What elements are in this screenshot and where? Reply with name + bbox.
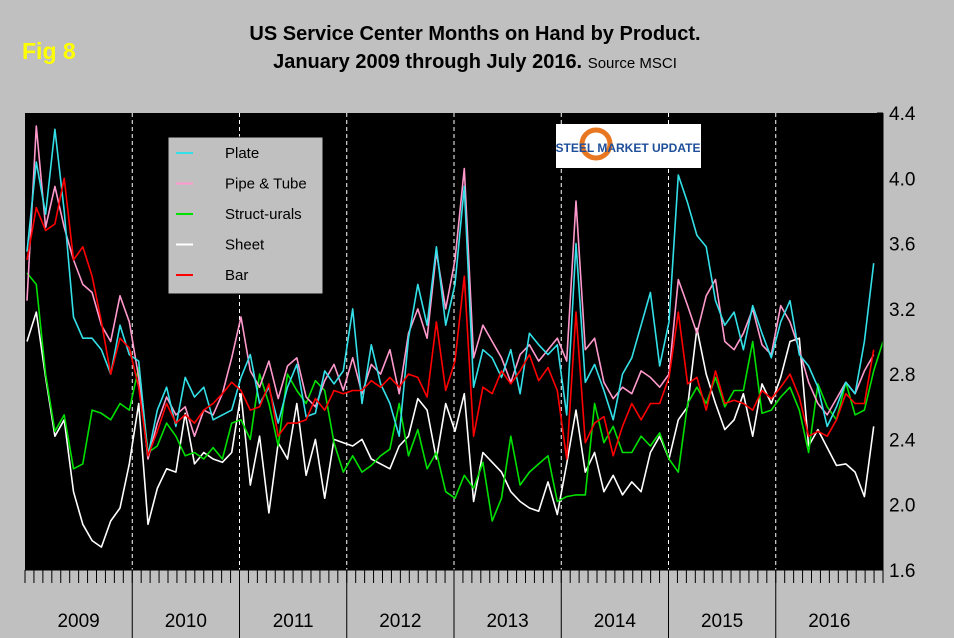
y-tick-label: 2.0 (889, 496, 915, 517)
x-axis: 2009 2010 2011 2012 2013 2014 2015 2016 (24, 569, 884, 638)
y-tick-label: 4.0 (889, 169, 915, 190)
y-tick-label: 3.2 (889, 300, 915, 321)
legend-box (167, 136, 324, 295)
y-tick-label: 3.6 (889, 235, 915, 256)
x-tick-label: 2009 (57, 611, 99, 632)
y-tick-label: 4.4 (889, 104, 916, 125)
x-tick-label: 2010 (165, 611, 207, 632)
steel-market-update-logo: STEEL MARKET UPDATE (556, 124, 701, 168)
chart-source: Source MSCI (587, 55, 677, 72)
legend-label-pipe-tube: Pipe & Tube (225, 176, 307, 193)
y-axis: 1.6 2.0 2.4 2.8 3.2 3.6 4.0 4.4 (877, 104, 916, 582)
y-tick-label: 2.4 (889, 430, 916, 451)
y-tick-label: 2.8 (889, 365, 915, 386)
x-tick-label: 2011 (273, 611, 314, 632)
x-tick-label: 2014 (594, 611, 637, 632)
legend: Plate Pipe & Tube Struct-urals Sheet Bar (167, 136, 324, 295)
x-tick-label: 2015 (701, 611, 743, 632)
chart-title-line2: January 2009 through July 2016. Source M… (150, 48, 800, 78)
chart-title: US Service Center Months on Hand by Prod… (150, 20, 800, 78)
series-line-sheet (26, 311, 875, 548)
x-tick-label: 2012 (379, 611, 421, 632)
legend-label-sheet: Sheet (225, 237, 265, 254)
series-line-struct-urals (26, 272, 884, 522)
series-line-bar (26, 177, 875, 460)
logo-text: STEEL MARKET UPDATE (556, 141, 701, 155)
x-tick-label: 2013 (486, 611, 528, 632)
x-tick-label: 2016 (808, 611, 850, 632)
legend-label-bar: Bar (225, 267, 248, 284)
series-line-plate (26, 128, 875, 457)
legend-label-struct-urals: Struct-urals (225, 206, 302, 223)
legend-label-plate: Plate (225, 145, 259, 162)
series-lines (26, 125, 884, 548)
chart-title-dates: January 2009 through July 2016. (273, 51, 583, 73)
figure-label: Fig 8 (22, 38, 76, 64)
y-tick-label: 1.6 (889, 561, 915, 582)
chart-title-line1: US Service Center Months on Hand by Prod… (249, 23, 701, 45)
logo-swoosh-icon (579, 127, 613, 161)
series-line-pipe-tube (26, 125, 875, 460)
